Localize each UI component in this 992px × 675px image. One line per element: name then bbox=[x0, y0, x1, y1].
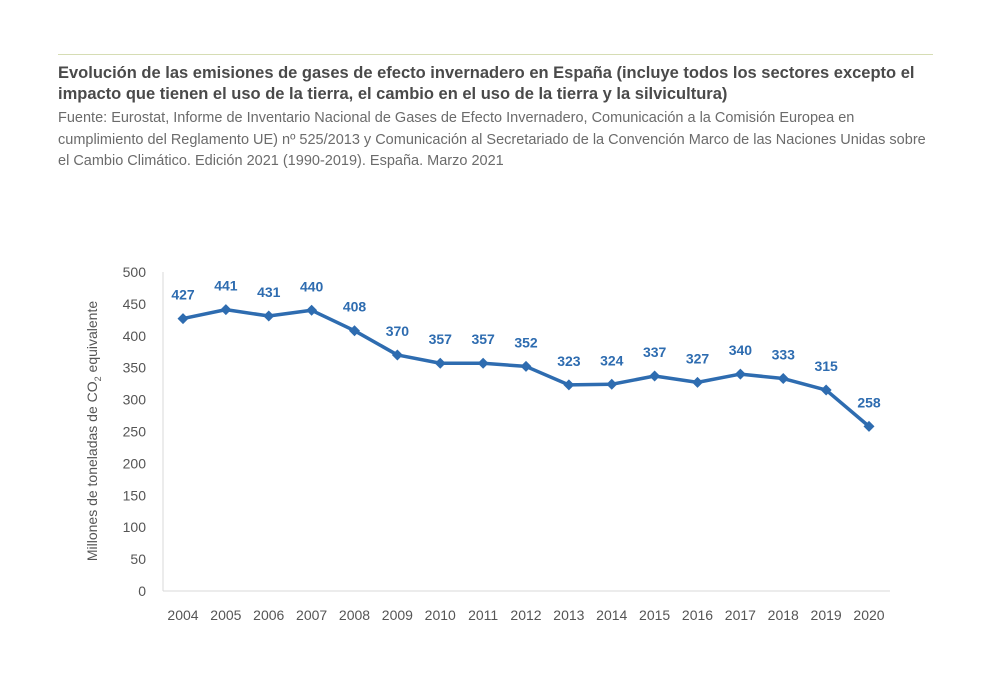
x-tick-label: 2005 bbox=[210, 607, 241, 623]
chart-title: Evolución de las emisiones de gases de e… bbox=[58, 64, 915, 103]
y-axis-label-part: Millones de toneladas de CO bbox=[84, 381, 100, 561]
x-ticks: 2004 2005 2006 2007 2008 2009 2010 2011 2012 2013… bbox=[167, 607, 884, 623]
y-tick-label: 400 bbox=[123, 328, 147, 344]
y-tick-label: 300 bbox=[123, 392, 147, 408]
y-tick-label: 100 bbox=[123, 519, 147, 535]
y-tick-label: 350 bbox=[123, 360, 147, 376]
data-label: 327 bbox=[686, 350, 710, 366]
data-point-marker bbox=[863, 420, 875, 432]
data-label: 258 bbox=[857, 394, 881, 410]
data-label: 441 bbox=[214, 278, 238, 294]
x-tick-label: 2013 bbox=[553, 607, 584, 623]
y-tick-label: 500 bbox=[123, 264, 147, 280]
x-tick-label: 2017 bbox=[725, 607, 756, 623]
data-point-marker bbox=[220, 304, 232, 316]
data-point-marker bbox=[692, 376, 703, 388]
data-label: 440 bbox=[300, 278, 324, 294]
y-tick-label: 50 bbox=[130, 551, 146, 567]
x-tick-label: 2011 bbox=[468, 607, 498, 623]
data-label: 352 bbox=[514, 334, 538, 350]
data-label: 323 bbox=[557, 353, 581, 369]
chart-source: Fuente: Eurostat, Informe de Inventario … bbox=[58, 110, 926, 169]
data-point-marker bbox=[734, 368, 746, 380]
data-point-marker bbox=[520, 360, 532, 372]
x-tick-label: 2020 bbox=[853, 607, 884, 623]
data-label: 427 bbox=[171, 287, 195, 303]
data-point-marker bbox=[391, 349, 403, 361]
data-label: 337 bbox=[643, 344, 667, 360]
x-tick-label: 2004 bbox=[167, 607, 198, 623]
markers bbox=[177, 304, 875, 432]
data-point-marker bbox=[263, 310, 275, 322]
y-tick-label: 250 bbox=[123, 424, 147, 440]
data-label: 333 bbox=[772, 347, 796, 363]
data-label: 357 bbox=[471, 331, 495, 347]
y-ticks: 0 50 100 150 200 250 300 350 400 450 500 bbox=[123, 264, 147, 599]
data-label: 315 bbox=[814, 358, 838, 374]
x-tick-label: 2006 bbox=[253, 607, 284, 623]
data-point-marker bbox=[563, 379, 575, 391]
x-tick-label: 2015 bbox=[639, 607, 670, 623]
y-tick-label: 150 bbox=[123, 487, 147, 503]
data-point-marker bbox=[177, 313, 189, 325]
y-axis-label-part: equivalente bbox=[84, 301, 100, 377]
x-tick-label: 2014 bbox=[596, 607, 627, 623]
y-axis-label-group: Millones de toneladas de CO2 equivalente bbox=[84, 301, 103, 562]
x-tick-label: 2007 bbox=[296, 607, 327, 623]
data-point-marker bbox=[606, 378, 618, 390]
x-tick-label: 2019 bbox=[811, 607, 842, 623]
x-tick-label: 2016 bbox=[682, 607, 713, 623]
x-tick-label: 2008 bbox=[339, 607, 370, 623]
data-point-marker bbox=[477, 357, 489, 369]
co2-subscript: 2 bbox=[93, 376, 103, 381]
x-tick-label: 2012 bbox=[510, 607, 541, 623]
x-tick-label: 2009 bbox=[382, 607, 413, 623]
data-point-marker bbox=[820, 384, 832, 396]
data-point-marker bbox=[777, 373, 789, 385]
data-label: 431 bbox=[257, 284, 281, 300]
data-point-marker bbox=[306, 304, 318, 316]
data-point-marker bbox=[434, 357, 446, 369]
title-rule bbox=[58, 54, 933, 55]
y-tick-label: 0 bbox=[138, 583, 146, 599]
data-label: 370 bbox=[386, 323, 410, 339]
data-point-marker bbox=[649, 370, 661, 382]
data-point-marker bbox=[349, 325, 360, 337]
y-tick-label: 450 bbox=[123, 296, 147, 312]
x-tick-label: 2018 bbox=[768, 607, 799, 623]
data-label: 340 bbox=[729, 342, 753, 358]
data-label: 357 bbox=[429, 331, 453, 347]
data-labels: 427 441 431 440 408 370 357 357 352 323 324 337 327 3… bbox=[171, 278, 881, 411]
data-label: 408 bbox=[343, 299, 367, 315]
data-label: 324 bbox=[600, 352, 624, 368]
axes bbox=[162, 272, 890, 592]
y-tick-label: 200 bbox=[123, 455, 147, 471]
y-axis-label: Millones de toneladas de CO2 equivalente bbox=[84, 301, 103, 562]
x-tick-label: 2010 bbox=[425, 607, 456, 623]
